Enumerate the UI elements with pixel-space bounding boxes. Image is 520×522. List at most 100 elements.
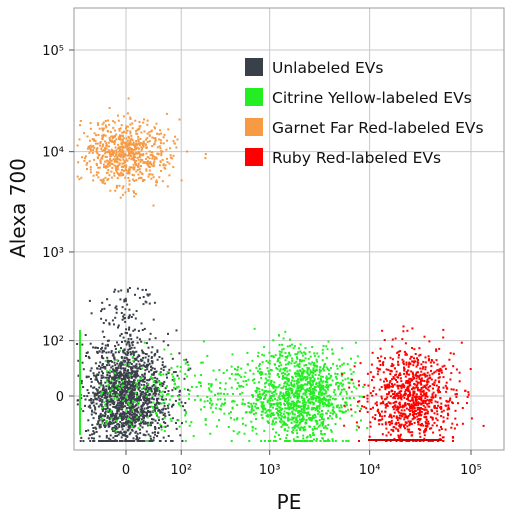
data-point [252,394,254,397]
data-point [384,410,387,413]
data-point [81,343,84,346]
data-point [120,333,123,335]
data-point [224,402,227,405]
data-point [128,152,131,155]
data-point [116,184,118,187]
data-point [108,385,110,388]
data-point [341,384,344,387]
data-point [109,413,112,416]
data-point [135,438,138,441]
data-point [130,134,133,137]
data-point [103,350,105,353]
data-point [375,401,378,404]
data-point [125,396,128,399]
data-point [167,128,170,131]
data-point [293,420,296,423]
data-point [327,438,330,441]
data-point [384,421,387,424]
data-point [393,411,396,414]
data-point [102,393,105,396]
data-point [112,430,115,433]
data-point [113,151,116,154]
data-point [158,373,161,376]
data-point [102,440,105,442]
data-point [113,323,115,326]
data-point [410,370,413,373]
data-point [411,398,414,401]
data-point [306,396,308,399]
data-point [142,419,145,422]
data-point [76,399,79,402]
data-point [114,159,117,162]
data-point [355,387,358,390]
data-point [116,377,119,380]
data-point [128,141,131,144]
data-point [123,298,126,301]
data-point [430,365,433,368]
data-point [270,381,273,384]
data-point [277,385,280,388]
data-point [309,425,311,428]
data-point [342,362,345,365]
data-point [138,381,141,384]
data-point [267,421,269,424]
data-point [131,393,134,396]
data-point [210,383,213,386]
data-point [417,418,420,420]
data-point [164,387,167,390]
data-point [158,176,161,179]
data-point [143,161,146,164]
data-point [323,402,326,405]
data-point [418,414,420,417]
data-point [329,396,332,398]
data-point [116,164,119,167]
data-point [408,363,410,366]
data-point [332,352,335,355]
data-point [109,389,112,392]
data-point [122,174,125,177]
data-point [160,139,162,142]
data-point [152,204,155,207]
data-point [116,177,119,180]
data-point [334,376,337,379]
data-point [138,296,141,299]
data-point [137,403,140,406]
data-point [403,384,406,387]
data-point [183,409,186,412]
data-point [410,399,413,402]
data-point [157,427,160,430]
data-point [293,404,296,407]
data-point [298,406,301,408]
data-point [412,415,415,418]
data-point [379,378,382,381]
data-point [106,405,109,408]
data-point [145,169,148,172]
data-point [121,146,124,149]
data-point [82,368,85,371]
data-point [412,361,415,364]
data-point [436,410,439,413]
data-point [110,382,113,385]
data-point [273,385,275,388]
data-point [411,360,414,363]
data-point [186,150,188,153]
data-point [439,406,441,409]
data-point [395,379,397,381]
data-point [345,397,348,400]
data-point [136,414,139,417]
data-point [258,393,261,396]
data-point [277,360,280,363]
data-point [128,358,131,361]
data-point [372,390,375,393]
data-point [136,395,138,398]
data-point [404,403,406,406]
data-point [322,426,325,429]
data-point [281,424,284,427]
data-point [427,422,430,425]
data-point [156,132,158,135]
data-point [470,417,473,420]
data-point [99,397,102,400]
data-point [343,372,346,375]
data-point [99,412,102,415]
data-point [295,418,298,421]
